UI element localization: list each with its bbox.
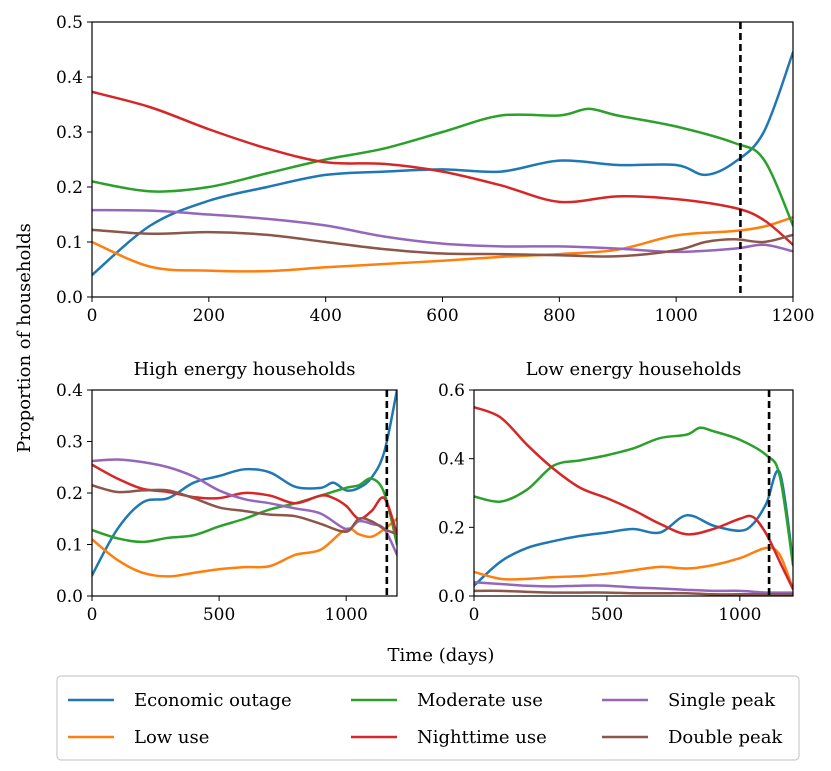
panel-all-households: 0 200 400 600 800 1000 1200 0.0 0.1 0.2 0.3 0.4 0.5 (56, 13, 815, 326)
y-tick-label: 0.3 (56, 123, 83, 143)
legend-item-economic-outage: Economic outage (68, 690, 292, 711)
series-line-low-use (92, 517, 397, 578)
series-line-low-use (474, 546, 793, 591)
x-tick-label: 400 (309, 306, 341, 326)
series-line-low-use (92, 216, 793, 273)
series-line-single-peak (92, 458, 397, 557)
x-tick-label: 0 (87, 605, 98, 625)
series-line-double-peak (92, 484, 397, 536)
y-tick-label: 0.1 (56, 536, 83, 556)
x-tick-label: 1000 (325, 605, 368, 625)
x-tick-label: 200 (193, 306, 225, 326)
legend-frame (56, 675, 800, 761)
legend-label-single-peak: Single peak (668, 690, 776, 711)
legend-item-moderate-use: Moderate use (351, 690, 543, 711)
panel-title-high: High energy households (133, 359, 355, 380)
plot-frame (91, 21, 794, 298)
series-line-nighttime-use (92, 90, 793, 246)
y-tick-label: 0.0 (56, 288, 83, 308)
series-line-nighttime-use (474, 405, 793, 591)
y-tick-label: 0.5 (56, 13, 83, 33)
y-tick-label: 0.2 (56, 178, 83, 198)
y-tick-label: 0.2 (438, 518, 465, 538)
legend-label-nighttime-use: Nighttime use (417, 727, 547, 748)
y-tick-label: 0.0 (438, 587, 465, 607)
y-axis-label: Proportion of households (14, 223, 35, 453)
series-line-single-peak (92, 208, 793, 254)
legend: Economic outage Low use Moderate use Nig… (56, 675, 800, 761)
x-tick-label: 0 (87, 306, 98, 326)
x-tick-label: 800 (543, 306, 575, 326)
y-tick-label: 0.0 (56, 587, 83, 607)
series-line-single-peak (474, 581, 793, 594)
series-line-moderate-use (92, 477, 397, 546)
legend-item-nighttime-use: Nighttime use (351, 727, 547, 748)
x-tick-label: 600 (426, 306, 458, 326)
y-tick-label: 0.4 (438, 450, 465, 470)
y-tick-label: 0.4 (56, 68, 83, 88)
legend-label-double-peak: Double peak (668, 727, 783, 748)
legend-label-economic-outage: Economic outage (134, 690, 292, 711)
series-line-double-peak (474, 589, 793, 596)
x-axis-label: Time (days) (388, 645, 495, 666)
y-tick-label: 0.4 (56, 381, 83, 401)
y-tick-label: 0.2 (56, 484, 83, 504)
x-tick-label: 500 (591, 605, 623, 625)
legend-item-double-peak: Double peak (602, 727, 783, 748)
plot-frame (473, 389, 794, 597)
y-tick-label: 0.3 (56, 433, 83, 453)
x-tick-label: 1000 (718, 605, 761, 625)
legend-item-single-peak: Single peak (602, 690, 776, 711)
y-tick-label: 0.1 (56, 233, 83, 253)
series-line-economic-outage (92, 51, 793, 277)
series-line-moderate-use (92, 107, 793, 227)
series-line-moderate-use (474, 426, 793, 567)
legend-item-low-use: Low use (68, 727, 209, 748)
series-line-double-peak (92, 228, 793, 258)
panel-title-low: Low energy households (526, 359, 742, 380)
series-line-economic-outage (474, 469, 793, 587)
x-tick-label: 1200 (771, 306, 814, 326)
x-tick-label: 500 (203, 605, 235, 625)
x-tick-label: 1000 (655, 306, 698, 326)
series-line-economic-outage (92, 390, 397, 577)
x-tick-label: 0 (469, 605, 480, 625)
legend-label-low-use: Low use (134, 727, 209, 748)
legend-label-moderate-use: Moderate use (417, 690, 543, 711)
y-tick-label: 0.6 (438, 381, 465, 401)
panel-low-energy: Low energy households 0 500 1000 0.0 0.2 0.4 0… (438, 359, 794, 625)
panel-high-energy: High energy households 0 500 1000 0.0 0.1 0.2… (56, 359, 398, 625)
